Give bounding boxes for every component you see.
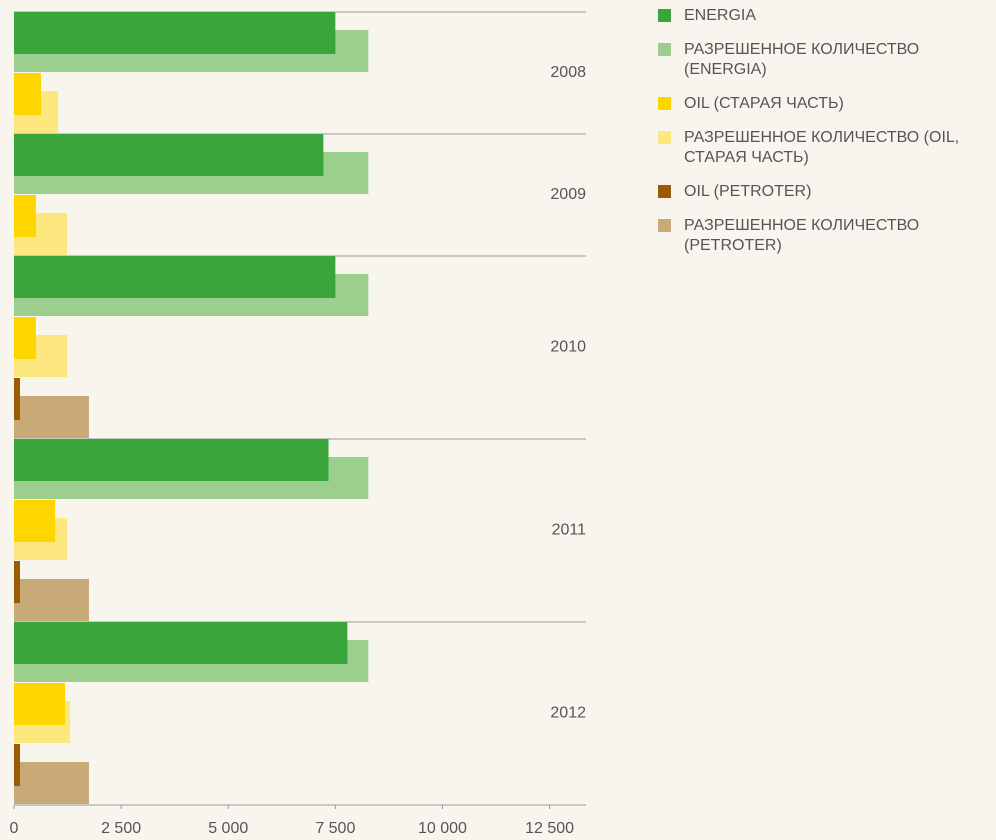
legend-item: РАЗРЕШЕННОЕ КОЛИЧЕСТВО (PETROTER) <box>658 216 988 256</box>
x-tick-label: 10 000 <box>418 820 467 837</box>
legend: ENERGIA РАЗРЕШЕННОЕ КОЛИЧЕСТВО (ENERGIA) O… <box>658 6 988 270</box>
legend-item: РАЗРЕШЕННОЕ КОЛИЧЕСТВО (OIL, СТАРАЯ ЧАСТ… <box>658 128 988 168</box>
category-label: 2010 <box>550 339 586 356</box>
legend-label: РАЗРЕШЕННОЕ КОЛИЧЕСТВО (ENERGIA) <box>684 41 920 78</box>
legend-swatch <box>658 97 671 110</box>
bar <box>14 12 336 54</box>
bar <box>14 500 56 542</box>
legend-swatch <box>658 185 671 198</box>
bar <box>14 744 20 786</box>
legend-label: РАЗРЕШЕННОЕ КОЛИЧЕСТВО (OIL, СТАРАЯ ЧАСТ… <box>684 129 960 166</box>
x-tick-label: 7 500 <box>315 820 355 837</box>
legend-swatch <box>658 43 671 56</box>
category-label: 2012 <box>550 705 586 722</box>
bar <box>14 134 324 176</box>
legend-item: РАЗРЕШЕННОЕ КОЛИЧЕСТВО (ENERGIA) <box>658 40 988 80</box>
x-tick-label: 12 500 <box>525 820 574 837</box>
bar <box>14 622 348 664</box>
legend-item: ENERGIA <box>658 6 988 26</box>
bar <box>14 73 41 115</box>
category-label: 2009 <box>550 186 586 203</box>
category-label: 2008 <box>550 64 586 81</box>
legend-swatch <box>658 219 671 232</box>
bar <box>14 195 36 237</box>
legend-item: OIL (СТАРАЯ ЧАСТЬ) <box>658 94 988 114</box>
bar <box>14 439 329 481</box>
category-label: 2011 <box>552 522 587 539</box>
bar <box>14 396 89 438</box>
x-tick-label: 5 000 <box>208 820 248 837</box>
bar <box>14 378 20 420</box>
x-tick-label: 0 <box>10 820 19 837</box>
bar <box>14 683 65 725</box>
legend-label: ENERGIA <box>684 7 757 24</box>
legend-label: OIL (PETROTER) <box>684 183 812 200</box>
legend-item: OIL (PETROTER) <box>658 182 988 202</box>
legend-swatch <box>658 131 671 144</box>
legend-swatch <box>658 9 671 22</box>
legend-label: РАЗРЕШЕННОЕ КОЛИЧЕСТВО (PETROTER) <box>684 217 920 254</box>
bar <box>14 579 89 621</box>
bar <box>14 256 336 298</box>
x-tick-label: 2 500 <box>101 820 141 837</box>
legend-label: OIL (СТАРАЯ ЧАСТЬ) <box>684 95 844 112</box>
bar <box>14 317 36 359</box>
bar <box>14 762 89 804</box>
chart: 2008 2009 2010 2011 2012 0 2 500 5 000 7 500 10 0… <box>10 11 587 837</box>
bar <box>14 561 20 603</box>
